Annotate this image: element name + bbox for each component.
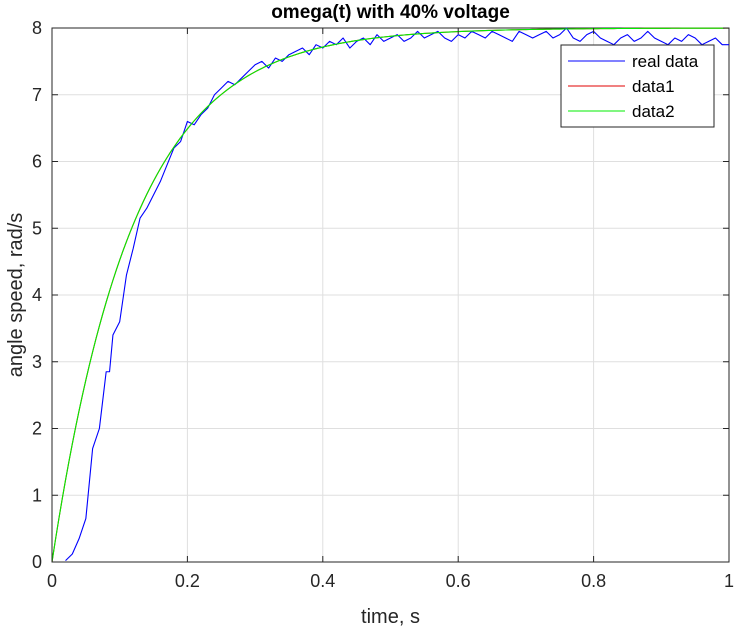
legend-label-data1: data1	[632, 77, 675, 96]
y-ticks: 0 1 2 3 4 5 6 7 8	[32, 18, 729, 572]
y-tick-label: 4	[32, 285, 42, 305]
x-axis-label: time, s	[361, 606, 420, 628]
grid	[52, 28, 729, 562]
y-axis-label: angle speed, rad/s	[5, 213, 27, 378]
x-tick-label: 0	[47, 571, 57, 591]
x-tick-label: 0.2	[175, 571, 200, 591]
series-layer	[51, 27, 729, 563]
x-tick-label: 0.8	[581, 571, 606, 591]
x-tick-label: 1	[724, 571, 734, 591]
y-tick-label: 2	[32, 419, 42, 439]
series-line-data2	[51, 27, 729, 563]
chart-title: omega(t) with 40% voltage	[271, 2, 510, 23]
x-tick-label: 0.4	[310, 571, 335, 591]
y-tick-label: 1	[32, 485, 42, 505]
legend-label-real-data: real data	[632, 52, 699, 71]
legend-label-data2: data2	[632, 102, 675, 121]
y-tick-label: 0	[32, 552, 42, 572]
y-tick-label: 6	[32, 152, 42, 172]
y-tick-label: 3	[32, 352, 42, 372]
x-tick-label: 0.6	[446, 571, 471, 591]
legend: real data data1 data2	[560, 44, 715, 128]
x-ticks: 0 0.2 0.4 0.6 0.8 1	[47, 28, 734, 591]
y-tick-label: 7	[32, 85, 42, 105]
series-line-real-data	[65, 27, 729, 562]
y-tick-label: 5	[32, 218, 42, 238]
y-tick-label: 8	[32, 18, 42, 38]
